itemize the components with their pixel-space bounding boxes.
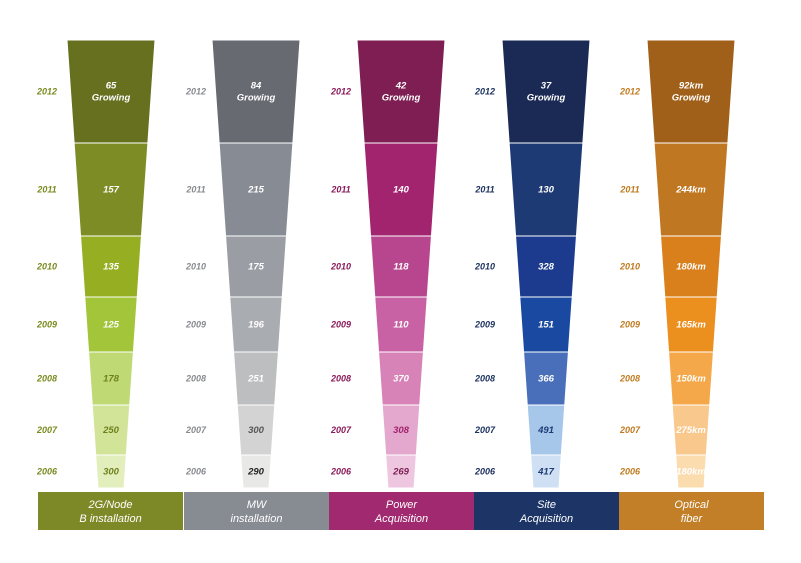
year-label: 2012 xyxy=(36,87,57,97)
data-label: 140 xyxy=(393,185,410,196)
funnel-segment xyxy=(675,454,707,489)
data-label: 328 xyxy=(538,262,555,273)
data-label: 65 Growing xyxy=(92,81,131,104)
data-label: 269 xyxy=(392,467,410,478)
data-label: 125 xyxy=(103,320,120,331)
data-label: 180km xyxy=(676,467,706,478)
year-label: 2012 xyxy=(330,87,351,97)
footer-bar xyxy=(619,492,764,530)
funnel-segment xyxy=(501,39,591,144)
data-label: 300 xyxy=(103,467,120,478)
data-label: 290 xyxy=(247,467,265,478)
year-label: 2006 xyxy=(474,467,496,477)
year-label: 2012 xyxy=(185,87,206,97)
year-label: 2008 xyxy=(185,374,206,384)
year-label: 2008 xyxy=(36,374,57,384)
data-label: 157 xyxy=(103,185,120,196)
year-label: 2010 xyxy=(36,262,57,272)
funnel-segment xyxy=(95,454,127,489)
footer-label: 2G/Node B installation xyxy=(79,499,141,525)
footer-bar xyxy=(184,492,329,530)
footer-bar xyxy=(474,492,619,530)
year-label: 2009 xyxy=(619,320,640,330)
year-label: 2011 xyxy=(474,185,494,195)
year-label: 2012 xyxy=(619,87,640,97)
data-label: 92km Growing xyxy=(672,81,711,104)
year-label: 2006 xyxy=(330,467,352,477)
data-label: 165km xyxy=(676,320,706,331)
footer-label: Power Acquisition xyxy=(374,499,428,525)
year-label: 2010 xyxy=(619,262,640,272)
year-label: 2008 xyxy=(330,374,351,384)
year-label: 2009 xyxy=(36,320,57,330)
funnel-segment xyxy=(385,454,417,489)
data-label: 366 xyxy=(538,374,555,385)
data-label: 130 xyxy=(538,185,555,196)
year-label: 2008 xyxy=(474,374,495,384)
year-label: 2010 xyxy=(330,262,351,272)
year-label: 2009 xyxy=(330,320,351,330)
year-label: 2011 xyxy=(619,185,639,195)
year-label: 2009 xyxy=(474,320,495,330)
year-label: 2010 xyxy=(474,262,495,272)
data-label: 37 Growing xyxy=(527,81,566,104)
data-label: 244km xyxy=(675,185,706,196)
year-label: 2007 xyxy=(330,425,352,435)
year-label: 2006 xyxy=(36,467,58,477)
funnel-5: 92km Growing 2012 244km 2011 180km 2010 165km 20… xyxy=(619,39,764,530)
data-label: 118 xyxy=(393,262,409,273)
data-label: 308 xyxy=(393,425,410,436)
footer-label: Site Acquisition xyxy=(519,499,573,525)
funnel-2: 84 Growing 2012 215 2011 175 2010 196 2009 251 200… xyxy=(184,39,329,530)
funnel-4: 37 Growing 2012 130 2011 328 2010 151 2009 366 200… xyxy=(474,39,619,530)
data-label: 417 xyxy=(537,467,555,478)
data-label: 175 xyxy=(248,262,265,273)
data-label: 110 xyxy=(393,320,409,331)
funnel-segment xyxy=(530,454,562,489)
funnel-segment xyxy=(66,39,156,144)
footer-bar xyxy=(38,492,183,530)
funnel-1: 65 Growing 2012 157 2011 135 2010 125 2009 178 200… xyxy=(36,39,183,530)
funnel-segment xyxy=(646,39,736,144)
year-label: 2009 xyxy=(185,320,206,330)
data-label: 151 xyxy=(538,320,554,331)
year-label: 2007 xyxy=(474,425,496,435)
funnel-segment xyxy=(240,454,272,489)
funnel-segment xyxy=(211,39,301,144)
year-label: 2007 xyxy=(185,425,207,435)
data-label: 250 xyxy=(102,425,120,436)
data-label: 491 xyxy=(537,425,554,436)
footer-bar xyxy=(329,492,474,530)
funnel-segment xyxy=(356,39,446,144)
year-label: 2012 xyxy=(474,87,495,97)
data-label: 215 xyxy=(247,185,265,196)
data-label: 135 xyxy=(103,262,120,273)
data-label: 275km xyxy=(675,425,706,436)
data-label: 178 xyxy=(103,374,120,385)
year-label: 2011 xyxy=(330,185,350,195)
data-label: 251 xyxy=(247,374,264,385)
footer-label: MW installation xyxy=(231,499,283,525)
data-label: 300 xyxy=(248,425,265,436)
year-label: 2006 xyxy=(619,467,641,477)
year-label: 2008 xyxy=(619,374,640,384)
year-label: 2011 xyxy=(185,185,205,195)
data-label: 150km xyxy=(676,374,706,385)
data-label: 196 xyxy=(248,320,265,331)
data-label: 180km xyxy=(676,262,706,273)
year-label: 2010 xyxy=(185,262,206,272)
data-label: 42 Growing xyxy=(382,81,421,104)
data-label: 84 Growing xyxy=(237,81,276,104)
year-label: 2007 xyxy=(36,425,58,435)
year-label: 2006 xyxy=(185,467,207,477)
year-label: 2007 xyxy=(619,425,641,435)
data-label: 370 xyxy=(393,374,410,385)
footer-label: Optical fiber xyxy=(674,499,709,525)
funnel-3: 42 Growing 2012 140 2011 118 2010 110 2009 370 200… xyxy=(329,39,474,530)
year-label: 2011 xyxy=(36,185,56,195)
